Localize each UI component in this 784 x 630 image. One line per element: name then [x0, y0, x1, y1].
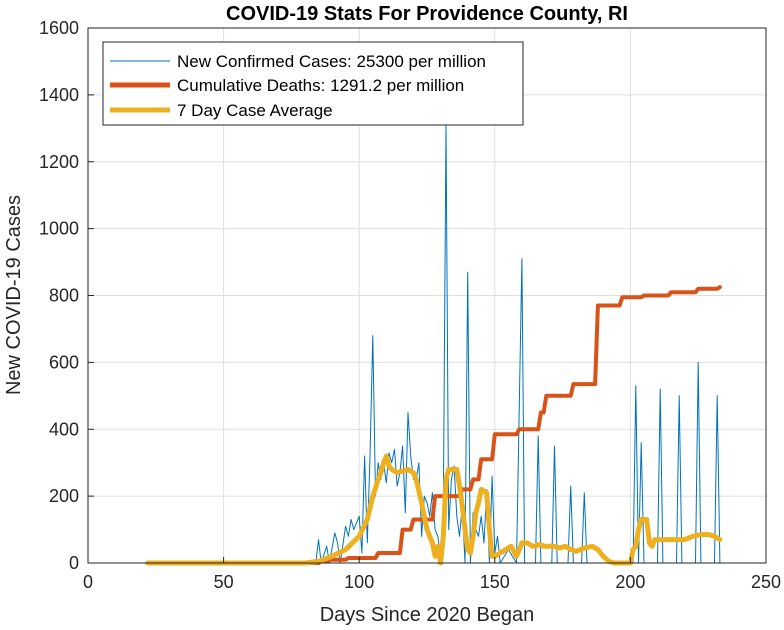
axis-ticks: 0 50 100 150 200 250 0 200 400 600 800 1000 1200 1400…: [39, 18, 781, 592]
x-tick-label: 150: [480, 572, 510, 592]
x-tick-label: 100: [344, 572, 374, 592]
legend-label-deaths: Cumulative Deaths: 1291.2 per million: [177, 76, 464, 95]
y-tick-label: 0: [69, 553, 79, 573]
y-tick-label: 200: [49, 486, 79, 506]
y-tick-label: 800: [49, 286, 79, 306]
y-tick-label: 1200: [39, 152, 79, 172]
x-axis-label: Days Since 2020 Began: [320, 604, 535, 626]
legend: New Confirmed Cases: 25300 per million C…: [102, 41, 524, 126]
x-tick-label: 200: [615, 572, 645, 592]
x-tick-label: 50: [214, 572, 234, 592]
x-tick-label: 0: [83, 572, 93, 592]
y-tick-label: 1600: [39, 18, 79, 38]
legend-label-7day: 7 Day Case Average: [177, 101, 333, 120]
y-tick-label: 1000: [39, 219, 79, 239]
y-tick-label: 600: [49, 352, 79, 372]
legend-label-new-cases: New Confirmed Cases: 25300 per million: [177, 52, 486, 71]
x-tick-label: 250: [751, 572, 781, 592]
series-line-cumulative-deaths: [145, 285, 722, 565]
chart-title: COVID-19 Stats For Providence County, RI: [226, 3, 628, 25]
y-tick-label: 400: [49, 419, 79, 439]
legend-box: [102, 41, 524, 126]
y-axis-label: New COVID-19 Cases: [3, 195, 25, 395]
series-line-7day-average: [145, 453, 723, 566]
y-tick-label: 1400: [39, 85, 79, 105]
